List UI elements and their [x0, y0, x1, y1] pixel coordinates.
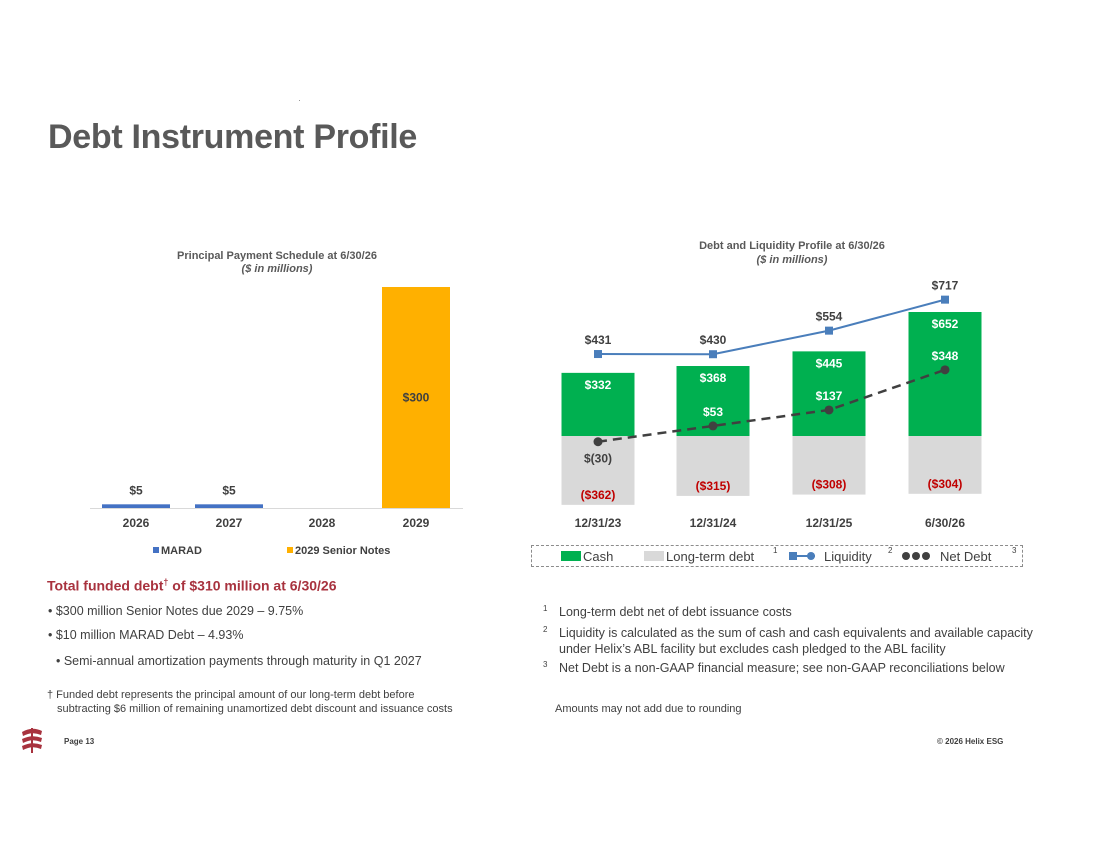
legend-marker-net-debt-0	[902, 552, 910, 560]
x-tick-2028: 2028	[309, 516, 336, 530]
bar-long-term-debt-12/31/23	[561, 436, 635, 505]
debt-label-12/31/25: ($308)	[812, 478, 847, 492]
x-tick-6/30/26: 6/30/26	[925, 516, 965, 530]
helix-logo-icon	[22, 728, 42, 753]
rounding-note: Amounts may not add due to rounding	[555, 703, 742, 715]
x-tick-2026: 2026	[123, 516, 150, 530]
page-title: Debt Instrument Profile	[48, 118, 418, 156]
bar-2029-senior-notes-2029	[382, 287, 450, 508]
legend-label-cash: Cash	[583, 549, 613, 564]
legend-swatch-long-term-debt	[644, 551, 664, 561]
legend-label-2029-senior-notes: 2029 Senior Notes	[295, 545, 390, 557]
x-tick-2029: 2029	[403, 516, 430, 530]
liquidity-label-12/31/25: $554	[816, 310, 843, 324]
bullet-marad: • $10 million MARAD Debt – 4.93%	[48, 628, 244, 642]
legend-marker-liquidity-a	[789, 552, 797, 560]
bar-cash-12/31/25	[792, 351, 866, 436]
x-tick-12/31/24: 12/31/24	[690, 516, 737, 530]
left-chart-title: Principal Payment Schedule at 6/30/26	[177, 250, 377, 262]
legend-note-3: 3	[1012, 546, 1017, 555]
net-debt-label-12/31/24: $53	[703, 405, 723, 419]
debt-label-12/31/24: ($315)	[696, 479, 731, 493]
debt-label-12/31/23: ($362)	[581, 488, 616, 502]
liquidity-label-12/31/23: $431	[585, 333, 612, 347]
liquidity-point-12/31/23	[594, 350, 602, 359]
funded-debt-footnote: † Funded debt represents the principal a…	[47, 689, 453, 715]
debt-label-6/30/26: ($304)	[928, 477, 963, 491]
net-debt-line	[597, 368, 946, 443]
debt-liquidity-legend-box	[531, 545, 1023, 567]
left-chart-subtitle: ($ in millions)	[242, 263, 313, 275]
legend-swatch-cash	[561, 551, 581, 561]
net-debt-point-6/30/26	[940, 365, 950, 375]
net-debt-label-6/30/26: $348	[932, 349, 959, 363]
legend-note-1: 1	[773, 546, 778, 555]
legend-label-marad: MARAD	[161, 545, 202, 557]
copyright: © 2026 Helix ESG	[937, 737, 1004, 746]
x-tick-12/31/23: 12/31/23	[575, 516, 622, 530]
legend-marker-net-debt-1	[912, 552, 920, 560]
page-number: Page 13	[64, 737, 95, 746]
bar-long-term-debt-12/31/25	[792, 436, 866, 495]
data-label-2029: $300	[403, 391, 430, 405]
stray-dot	[299, 100, 300, 101]
liquidity-point-12/31/24	[709, 350, 717, 359]
legend-marker-liquidity-b	[807, 552, 815, 560]
legend-swatch-marad	[153, 547, 159, 553]
net-debt-label-12/31/23: $(30)	[584, 452, 612, 466]
bar-long-term-debt-6/30/26	[908, 436, 982, 494]
cash-label-12/31/24: $368	[700, 371, 727, 385]
legend-label-liquidity: Liquidity	[824, 549, 872, 564]
data-label-2026: $5	[129, 483, 143, 497]
net-debt-point-12/31/23	[593, 437, 603, 447]
bar-cash-12/31/23	[561, 372, 635, 436]
legend-marker-net-debt-2	[922, 552, 930, 560]
liquidity-line	[597, 298, 946, 356]
total-funded-debt-heading: Total funded debt† of $310 million at 6/…	[47, 577, 337, 594]
liquidity-label-6/30/26: $717	[932, 279, 959, 293]
legend-note-2: 2	[888, 546, 893, 555]
net-debt-label-12/31/25: $137	[816, 389, 843, 403]
right-chart-subtitle: ($ in millions)	[757, 254, 828, 266]
bullet-amortization: • Semi-annual amortization payments thro…	[56, 654, 422, 668]
legend-label-net-debt: Net Debt	[940, 549, 992, 564]
net-debt-point-12/31/24	[708, 421, 718, 431]
bar-marad-2026	[102, 504, 170, 508]
liquidity-point-6/30/26	[941, 295, 949, 304]
cash-label-6/30/26: $652	[932, 317, 959, 331]
liquidity-point-12/31/25	[825, 326, 833, 335]
net-debt-point-12/31/25	[824, 405, 834, 415]
bar-long-term-debt-12/31/24	[676, 436, 750, 496]
cash-label-12/31/23: $332	[585, 378, 612, 392]
bullet-senior-notes: • $300 million Senior Notes due 2029 – 9…	[48, 604, 304, 618]
cash-label-12/31/25: $445	[816, 356, 843, 370]
bar-marad-2027	[195, 504, 263, 508]
legend-swatch-2029-senior-notes	[287, 547, 293, 553]
data-label-2027: $5	[222, 483, 236, 497]
x-tick-2027: 2027	[216, 516, 243, 530]
liquidity-label-12/31/24: $430	[700, 333, 727, 347]
legend-label-long-term-debt: Long-term debt	[666, 549, 755, 564]
right-chart-title: Debt and Liquidity Profile at 6/30/26	[699, 240, 885, 252]
x-tick-12/31/25: 12/31/25	[806, 516, 853, 530]
